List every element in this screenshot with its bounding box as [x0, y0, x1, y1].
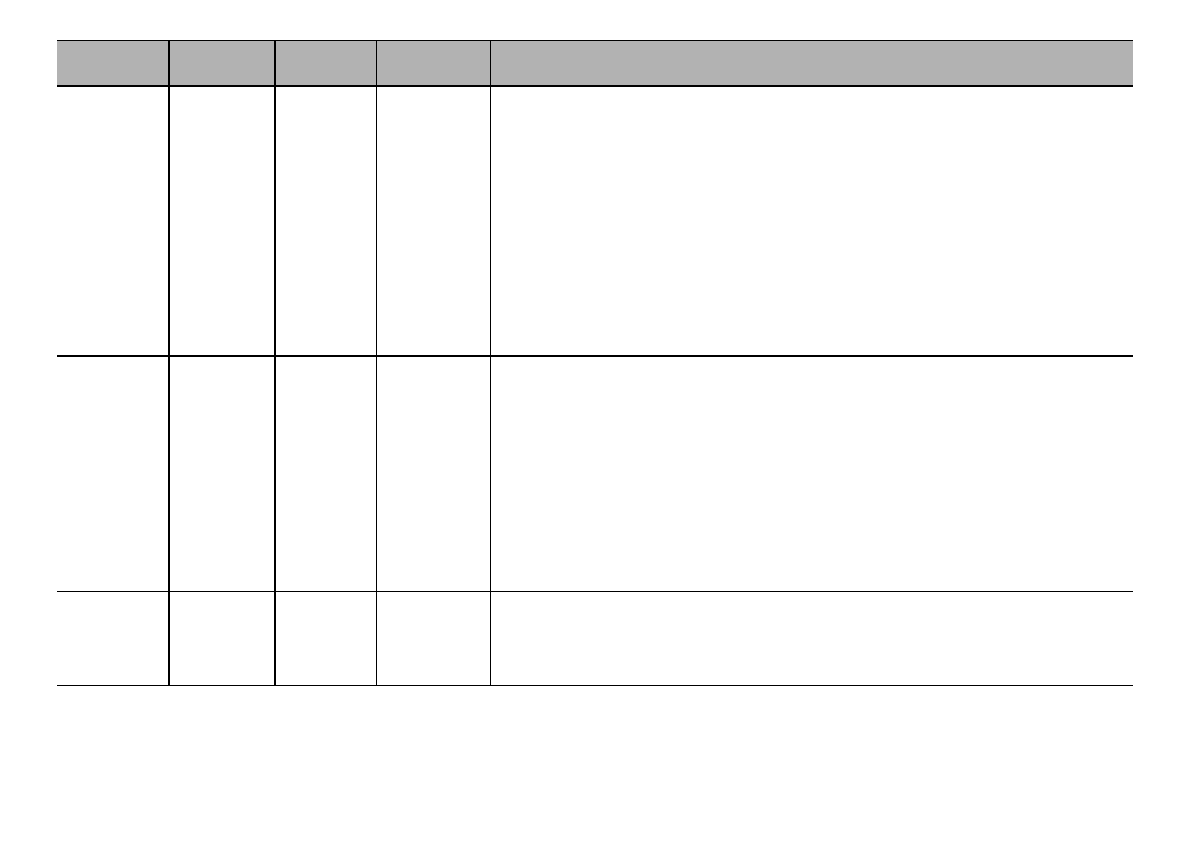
- header-row: [57, 40, 1133, 86]
